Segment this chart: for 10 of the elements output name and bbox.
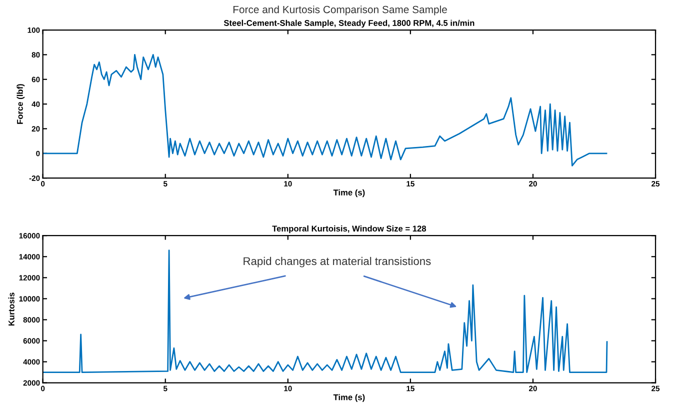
chart-title: Temporal Kurtoisis, Window Size = 128 [272,225,426,234]
chart-subtitle: Steel-Cement-Shale Sample, Steady Feed, 1800 RPM, 4.5 in/min [224,20,474,28]
line-series [42,54,608,166]
x-axis-title: Time (s) [333,189,365,198]
line-series [42,250,608,373]
x-axis-title: Time (s) [333,394,365,402]
chart-title: Force and Kurtosis Comparison Same Sample [233,6,447,16]
y-axis-title: Kurtosis [8,292,14,326]
annotation: Rapid changes at material transistions [244,256,431,268]
y-axis-title: Force (lbf) [16,84,25,124]
